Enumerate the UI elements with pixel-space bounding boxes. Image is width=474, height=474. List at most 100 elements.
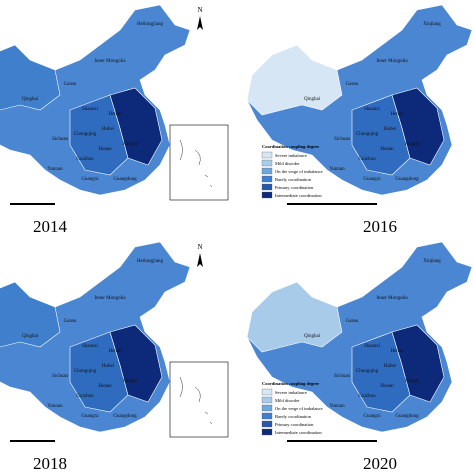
scale-bar — [10, 203, 55, 205]
region-west — [0, 281, 61, 348]
legend-swatch — [261, 191, 273, 199]
map-panel: Xinjiang Inner Mongolia Gansu Qinghai Sichua… — [246, 241, 473, 473]
north-label: N — [197, 6, 202, 14]
region-east — [109, 87, 163, 166]
province-label: Chongqing — [74, 132, 97, 137]
province-label: Chongqing — [74, 369, 97, 374]
province-label: Yunnan — [47, 404, 63, 409]
province-label: Inner Mongolia — [376, 59, 408, 64]
legend-swatch — [261, 396, 273, 404]
scale-bar — [287, 203, 377, 205]
map: Xinjiang Inner Mongolia Gansu Qinghai Sichua… — [246, 241, 473, 433]
province-label: Guangdong — [113, 414, 137, 419]
inset-box — [169, 124, 229, 201]
legend-label: Mild disorder — [275, 161, 300, 166]
legend-swatch — [261, 159, 273, 167]
north-arrow — [197, 253, 203, 267]
legend-swatch — [261, 175, 273, 183]
region-west — [246, 281, 343, 353]
scale-bar — [10, 440, 55, 442]
inset-box — [169, 361, 229, 438]
legend-label: Barely coordination — [275, 177, 312, 182]
province-label: Sichuan — [334, 374, 351, 379]
province-label: Qinghai — [304, 334, 321, 339]
region-east — [109, 324, 163, 403]
legend-swatch — [261, 167, 273, 175]
province-label: Yunnan — [329, 404, 345, 409]
legend-title: Coordination coupling degree — [262, 381, 319, 386]
province-label: Inner Mongolia — [94, 59, 126, 64]
legend-swatch — [261, 404, 273, 412]
legend-title: Coordination coupling degree — [262, 144, 319, 149]
province-label: Guangxi — [363, 177, 381, 182]
legend-label: Primary coordination — [275, 185, 314, 190]
province-label: Hunan — [98, 147, 112, 152]
region-west — [246, 44, 343, 116]
province-label: Henan — [390, 112, 404, 117]
province-label: Guangxi — [81, 414, 99, 419]
province-label: Guangxi — [363, 414, 381, 419]
legend-label: Severe imbalance — [275, 390, 307, 395]
province-label: Hunan — [98, 384, 112, 389]
province-label: Henan — [108, 349, 122, 354]
province-label: Yunnan — [47, 167, 63, 172]
map-panel: Heilongjiang Inner Mongolia Gansu Qinghai Si… — [0, 241, 229, 473]
legend-label: On the verge of imbalance — [275, 169, 323, 174]
province-label: Hubei — [102, 364, 115, 369]
legend-swatch — [261, 183, 273, 191]
province-label: Jiangxi — [405, 379, 420, 384]
province-label: Jiangxi — [123, 379, 138, 384]
province-label: Guangxi — [81, 177, 99, 182]
province-label: Jiangxi — [405, 142, 420, 147]
legend: Coordination coupling degree Severe imbal… — [261, 144, 323, 199]
province-label: Sichuan — [334, 137, 351, 142]
province-label: Henan — [390, 349, 404, 354]
inset-islands — [179, 139, 213, 188]
province-label: Jiangxi — [123, 142, 138, 147]
province-label: Henan — [108, 112, 122, 117]
province-label: Hubei — [384, 127, 397, 132]
province-label: Chongqing — [356, 369, 379, 374]
legend-label: Barely coordination — [275, 414, 312, 419]
legend-label: Mild disorder — [275, 398, 300, 403]
province-label: Gansu — [64, 82, 77, 87]
legend-label: On the verge of imbalance — [275, 406, 323, 411]
province-label: Xinjiang — [423, 259, 441, 264]
map-panel: Heilongjiang Inner Mongolia Gansu Qinghai Si… — [0, 4, 229, 236]
year-label: 2018 — [33, 454, 67, 473]
province-label: Guizhou — [76, 157, 94, 162]
province-label: Inner Mongolia — [376, 296, 408, 301]
map: Xinjiang Inner Mongolia Gansu Qinghai Sichua… — [246, 4, 473, 196]
province-label: Heilongjiang — [137, 259, 164, 264]
province-label: Shaanxi — [82, 107, 99, 112]
province-label: Qinghai — [22, 334, 39, 339]
map-panel: Xinjiang Inner Mongolia Gansu Qinghai Sichua… — [246, 4, 473, 236]
province-label: Shaanxi — [364, 344, 381, 349]
province-label: Guangdong — [113, 177, 137, 182]
province-label: Gansu — [346, 319, 359, 324]
province-label: Gansu — [64, 319, 77, 324]
province-label: Sichuan — [52, 137, 69, 142]
legend-label: Intermediate coordination — [275, 430, 322, 435]
inset-islands — [179, 376, 213, 425]
province-label: Inner Mongolia — [94, 296, 126, 301]
province-label: Qinghai — [22, 97, 39, 102]
province-label: Hubei — [384, 364, 397, 369]
map: Heilongjiang Inner Mongolia Gansu Qinghai Si… — [0, 4, 191, 196]
legend-label: Intermediate coordination — [275, 193, 322, 198]
legend-label: Primary coordination — [275, 422, 314, 427]
province-label: Chongqing — [356, 132, 379, 137]
region-east — [391, 324, 445, 403]
legend: Coordination coupling degree Severe imbal… — [261, 381, 323, 436]
province-label: Xinjiang — [423, 22, 441, 27]
province-label: Heilongjiang — [137, 22, 164, 27]
map: Heilongjiang Inner Mongolia Gansu Qinghai Si… — [0, 241, 191, 433]
province-label: Hubei — [102, 127, 115, 132]
legend-swatch — [261, 388, 273, 396]
legend-swatch — [261, 412, 273, 420]
north-label: N — [197, 243, 202, 251]
province-label: Guizhou — [76, 394, 94, 399]
province-label: Hunan — [380, 384, 394, 389]
province-label: Shaanxi — [82, 344, 99, 349]
